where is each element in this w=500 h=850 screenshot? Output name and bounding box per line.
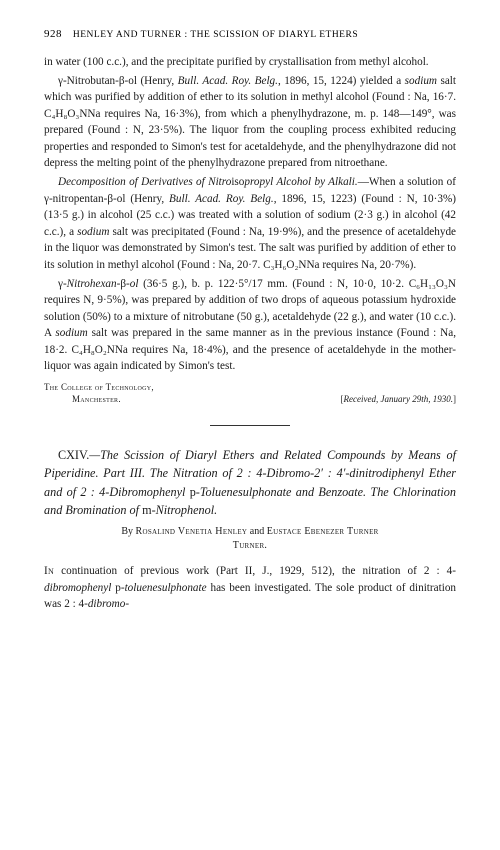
paragraph-1: in water (100 c.c.), and the precipitate…: [44, 54, 456, 71]
running-header: 928 HENLEY AND TURNER : THE SCISSION OF …: [44, 28, 456, 40]
institution-line2: Manchester.: [72, 393, 121, 405]
authors: By Rosalind Venetia Henley and Eustace E…: [44, 525, 456, 553]
author-1: Rosalind Venetia Henley: [136, 526, 248, 537]
author-2: Eustace Ebenezer Turner: [267, 526, 379, 537]
section-divider: [44, 419, 456, 434]
paragraph-4: γ-Nitrohexan-β-ol (36·5 g.), b. p. 122·5…: [44, 276, 456, 375]
page: 928 HENLEY AND TURNER : THE SCISSION OF …: [0, 0, 500, 635]
received-date: [Received, January 29th, 1930.]: [341, 393, 456, 405]
article-title: CXIV.—The Scission of Diaryl Ethers and …: [44, 446, 456, 519]
intro-paragraph: In continuation of previous work (Part I…: [44, 563, 456, 613]
institution-line1: The College of Technology,: [44, 381, 154, 393]
paragraph-2: γ-Nitrobutan-β-ol (Henry, Bull. Acad. Ro…: [44, 73, 456, 172]
body-text: in water (100 c.c.), and the precipitate…: [44, 54, 456, 613]
institution-block: The College of Technology, Manchester. […: [44, 381, 456, 405]
running-head-text: HENLEY AND TURNER : THE SCISSION OF DIAR…: [73, 30, 358, 40]
page-number: 928: [44, 28, 62, 40]
paragraph-3: Decomposition of Derivatives of Nitroiso…: [44, 174, 456, 273]
